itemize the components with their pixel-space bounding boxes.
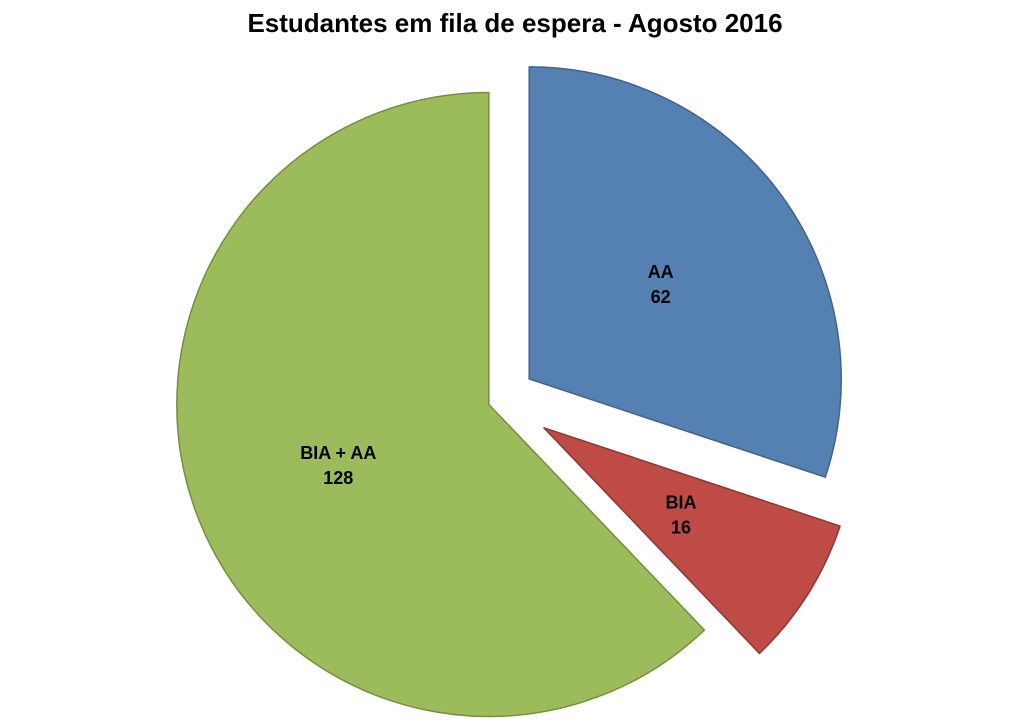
pie-slice-aa <box>528 66 842 478</box>
slice-label-bia-aa: BIA + AA 128 <box>300 443 376 488</box>
slice-label-bia: BIA 16 <box>666 493 697 538</box>
pie-slice-bia-aa <box>176 91 706 718</box>
slice-label-aa: AA 62 <box>648 262 674 307</box>
chart-title: Estudantes em fila de espera - Agosto 20… <box>247 8 783 38</box>
pie-slice-bia <box>543 427 841 655</box>
